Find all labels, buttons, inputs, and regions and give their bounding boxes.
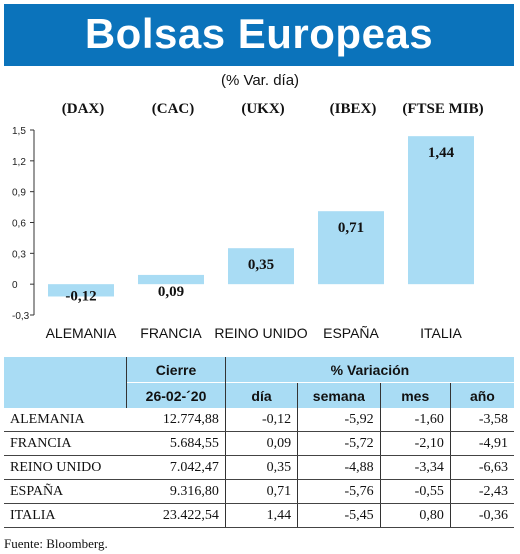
table-cell-anio: -2,43 [449,479,514,504]
table-row: ALEMANIA 12.774,88 -0,12 -5,92 -1,60 -3,58 [4,408,514,432]
table-cell-dia: 0,09 [224,431,298,456]
table-cell-dia: 1,44 [224,503,298,528]
bar [228,248,294,285]
y-tick-label: 1,2 [12,157,26,168]
table-cell-dia: 0,35 [224,455,298,480]
table-header-anio: año [449,382,514,408]
table-cell-mes: 0,80 [379,503,451,528]
table-cell-mes: -0,55 [379,479,451,504]
bar-value-label: 0,35 [248,257,274,273]
y-tick-label: 1,5 [12,126,26,137]
category-label: ITALIA [420,325,462,341]
chart-subtitle: (% Var. día) [220,72,300,89]
bar [48,284,114,297]
bar [138,274,204,285]
y-tick-label: 0,3 [12,249,26,260]
data-table: Cierre % Variación 26-02-´20 día semana … [4,357,514,528]
bar [318,211,384,285]
y-tick-label: -0,3 [12,311,30,322]
table-cell-cierre: 9.316,80 [126,479,226,504]
index-label-cac: (CAC) [151,101,195,117]
bar [408,136,474,285]
bar-value-label: 0,71 [338,220,364,236]
index-label-ibex: (IBEX) [329,101,377,117]
table-cell-semana: -5,92 [297,408,381,432]
table-cell-cierre: 23.422,54 [126,503,226,528]
table-row: ITALIA 23.422,54 1,44 -5,45 0,80 -0,36 [4,503,514,528]
table-cell-name: ITALIA [4,503,127,528]
table-cell-cierre: 12.774,88 [126,408,226,432]
category-label: FRANCIA [140,325,202,341]
table-cell-anio: -4,91 [449,431,514,456]
chart-title: Bolsas Europeas [84,10,434,57]
table-cell-cierre: 5.684,55 [126,431,226,456]
table-cell-dia: 0,71 [224,479,298,504]
table-cell-semana: -5,76 [297,479,381,504]
index-label-ukx: (UKX) [241,101,285,117]
category-label: ALEMANIA [46,325,117,341]
bar-value-label: 0,09 [158,284,184,300]
table-cell-semana: -4,88 [297,455,381,480]
table-header-variacion: % Variación [224,357,514,383]
table-cell-mes: -2,10 [379,431,451,456]
table-cell-name: ESPAÑA [4,479,127,504]
table-cell-mes: -1,60 [379,408,451,432]
table-cell-anio: -6,63 [449,455,514,480]
table-cell-semana: -5,72 [297,431,381,456]
table-header-cierre: Cierre [126,357,226,383]
bar-value-label: 1,44 [428,145,455,161]
table-header-mes: mes [379,382,451,408]
table-cell-name: FRANCIA [4,431,127,456]
table-row: REINO UNIDO 7.042,47 0,35 -4,88 -3,34 -6,63 [4,455,514,480]
y-tick-label: 0,9 [12,188,26,199]
table-header-blank [4,357,127,383]
table-row: ESPAÑA 9.316,80 0,71 -5,76 -0,55 -2,43 [4,479,514,504]
table-cell-mes: -3,34 [379,455,451,480]
index-label-dax: (DAX) [61,101,105,117]
table-cell-cierre: 7.042,47 [126,455,226,480]
table-header-date: 26-02-´20 [126,382,226,408]
y-tick-label: 0 [12,280,18,291]
category-label: ESPAÑA [323,325,379,341]
bar-chart: -0,3 0 0,3 0,6 0,9 1,2 1,5 -0,12 ALEMANIA 0,09 FRA… [12,126,474,341]
table-header-dia: día [224,382,298,408]
table-cell-anio: -0,36 [449,503,514,528]
table-cell-anio: -3,58 [449,408,514,432]
table-subheader-blank [4,382,127,408]
table-cell-dia: -0,12 [224,408,298,432]
title-banner: Bolsas Europeas [4,4,514,66]
source-note: Fuente: Bloomberg. [4,536,108,551]
y-tick-label: 0,6 [12,219,26,230]
table-cell-name: ALEMANIA [4,408,127,432]
category-label: REINO UNIDO [214,325,307,341]
table-row: FRANCIA 5.684,55 0,09 -5,72 -2,10 -4,91 [4,431,514,456]
table-header-semana: semana [297,382,381,408]
table-cell-name: REINO UNIDO [4,455,127,480]
table-cell-semana: -5,45 [297,503,381,528]
index-label-ftse-mib: (FTSE MIB) [402,101,484,117]
bar-value-label: -0,12 [65,289,96,305]
